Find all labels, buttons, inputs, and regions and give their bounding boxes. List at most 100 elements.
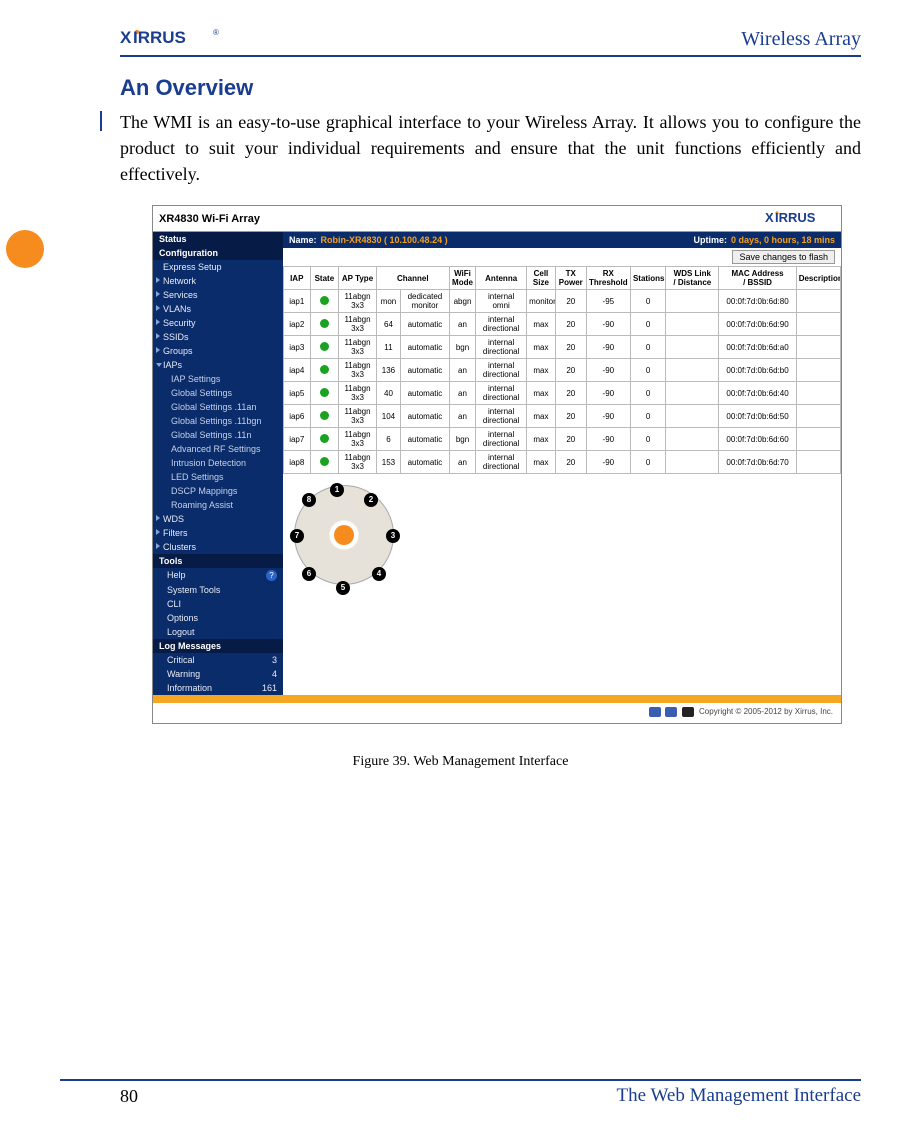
nav-subitem[interactable]: Global Settings .11bgn [153,414,283,428]
iap-row[interactable]: iap611abgn3x3104automaticaninternaldirec… [284,405,841,428]
nav-item-groups[interactable]: Groups [153,344,283,358]
iap-cell [310,313,339,336]
iap-cell: iap8 [284,451,311,474]
iap-cell: automatic [401,336,450,359]
nav-item-filters[interactable]: Filters [153,526,283,540]
iap-row[interactable]: iap411abgn3x3136automaticaninternaldirec… [284,359,841,382]
nav-tools-item[interactable]: System Tools [153,583,283,597]
iap-cell [796,382,840,405]
iap-cell: 0 [630,359,665,382]
footer-icon[interactable] [682,707,694,717]
state-up-icon [320,411,329,420]
iap-cell: internaldirectional [476,451,527,474]
nav-subitem[interactable]: Advanced RF Settings [153,442,283,456]
iap-cell [796,359,840,382]
iap-cell: 0 [630,405,665,428]
nav-subitem[interactable]: Global Settings [153,386,283,400]
array-diagram: 12345678 [289,480,399,590]
nav-item-services[interactable]: Services [153,288,283,302]
state-up-icon [320,342,329,351]
iap-row[interactable]: iap711abgn3x36automaticbgninternaldirect… [284,428,841,451]
iap-cell: 64 [376,313,400,336]
nav-item-network[interactable]: Network [153,274,283,288]
iap-col-header: Stations [630,267,665,290]
iap-cell: an [449,382,476,405]
wmi-copyright: Copyright © 2005-2012 by Xirrus, Inc. [699,707,833,716]
nav-item-ssids[interactable]: SSIDs [153,330,283,344]
iap-cell: max [527,451,556,474]
iap-cell: -90 [586,382,630,405]
footer-icon[interactable] [665,707,677,717]
nav-log-item[interactable]: Information161 [153,681,283,695]
wmi-footer-stripe [153,695,841,703]
iap-cell: max [527,405,556,428]
iap-cell [796,313,840,336]
iap-cell [796,405,840,428]
nav-item-wds[interactable]: WDS [153,512,283,526]
iap-row[interactable]: iap811abgn3x3153automaticaninternaldirec… [284,451,841,474]
iap-cell: 11abgn3x3 [339,336,377,359]
figure-caption: Figure 39. Web Management Interface [60,754,861,770]
nav-subitem[interactable]: IAP Settings [153,372,283,386]
footer-right-text: The Web Management Interface [617,1085,861,1107]
nav-subitem[interactable]: Roaming Assist [153,498,283,512]
nav-log-item[interactable]: Warning4 [153,667,283,681]
diagram-node: 3 [386,529,400,543]
nav-item-clusters[interactable]: Clusters [153,540,283,554]
page-number: 80 [120,1086,138,1107]
nav-section-log[interactable]: Log Messages [153,639,283,653]
iap-col-header: AP Type [339,267,377,290]
iap-row[interactable]: iap311abgn3x311automaticbgninternaldirec… [284,336,841,359]
iap-cell: internaldirectional [476,382,527,405]
nav-item-iaps[interactable]: IAPs [153,358,283,372]
iap-cell: automatic [401,382,450,405]
iap-row[interactable]: iap211abgn3x364automaticaninternaldirect… [284,313,841,336]
iap-col-header: RXThreshold [586,267,630,290]
iap-cell: 11abgn3x3 [339,382,377,405]
iap-col-header: CellSize [527,267,556,290]
iap-row[interactable]: iap511abgn3x340automaticaninternaldirect… [284,382,841,405]
nav-log-item[interactable]: Critical3 [153,653,283,667]
nav-subitem[interactable]: Global Settings .11n [153,428,283,442]
nav-tools-item[interactable]: CLI [153,597,283,611]
nav-tools-item[interactable]: Help? [153,568,283,583]
svg-text:X: X [120,28,132,46]
iap-cell [666,313,719,336]
iap-cell [666,382,719,405]
nav-tools-item[interactable]: Logout [153,625,283,639]
iap-cell: an [449,359,476,382]
nav-item-security[interactable]: Security [153,316,283,330]
nav-section-tools[interactable]: Tools [153,554,283,568]
iap-cell: 20 [555,313,586,336]
save-changes-button[interactable]: Save changes to flash [732,250,835,264]
nav-subitem[interactable]: LED Settings [153,470,283,484]
nav-tools-item[interactable]: Options [153,611,283,625]
iap-cell: 11abgn3x3 [339,428,377,451]
footer-icon[interactable] [649,707,661,717]
nav-subitem[interactable]: Intrusion Detection [153,456,283,470]
nav-item-express-setup[interactable]: Express Setup [153,260,283,274]
iap-cell: max [527,336,556,359]
iap-cell: -90 [586,428,630,451]
iap-cell [796,336,840,359]
iap-cell: -95 [586,290,630,313]
nav-item-vlans[interactable]: VLANs [153,302,283,316]
nav-section-configuration[interactable]: Configuration [153,246,283,260]
change-bar [100,111,102,131]
state-up-icon [320,296,329,305]
iap-cell [310,382,339,405]
brand-logo: X IRRUS ® [120,28,250,51]
iap-col-header: Channel [376,267,449,290]
iap-cell: 00:0f:7d:0b:6d:40 [719,382,796,405]
state-up-icon [320,388,329,397]
nav-section-status[interactable]: Status [153,232,283,246]
nav-subitem[interactable]: DSCP Mappings [153,484,283,498]
iap-cell: 00:0f:7d:0b:6d:a0 [719,336,796,359]
iap-row[interactable]: iap111abgn3x3mondedicatedmonitorabgninte… [284,290,841,313]
iap-cell: 0 [630,451,665,474]
iap-cell: automatic [401,359,450,382]
iap-cell [796,290,840,313]
iap-col-header: Description [796,267,840,290]
wmi-window-title: XR4830 Wi-Fi Array [159,213,260,225]
nav-subitem[interactable]: Global Settings .11an [153,400,283,414]
